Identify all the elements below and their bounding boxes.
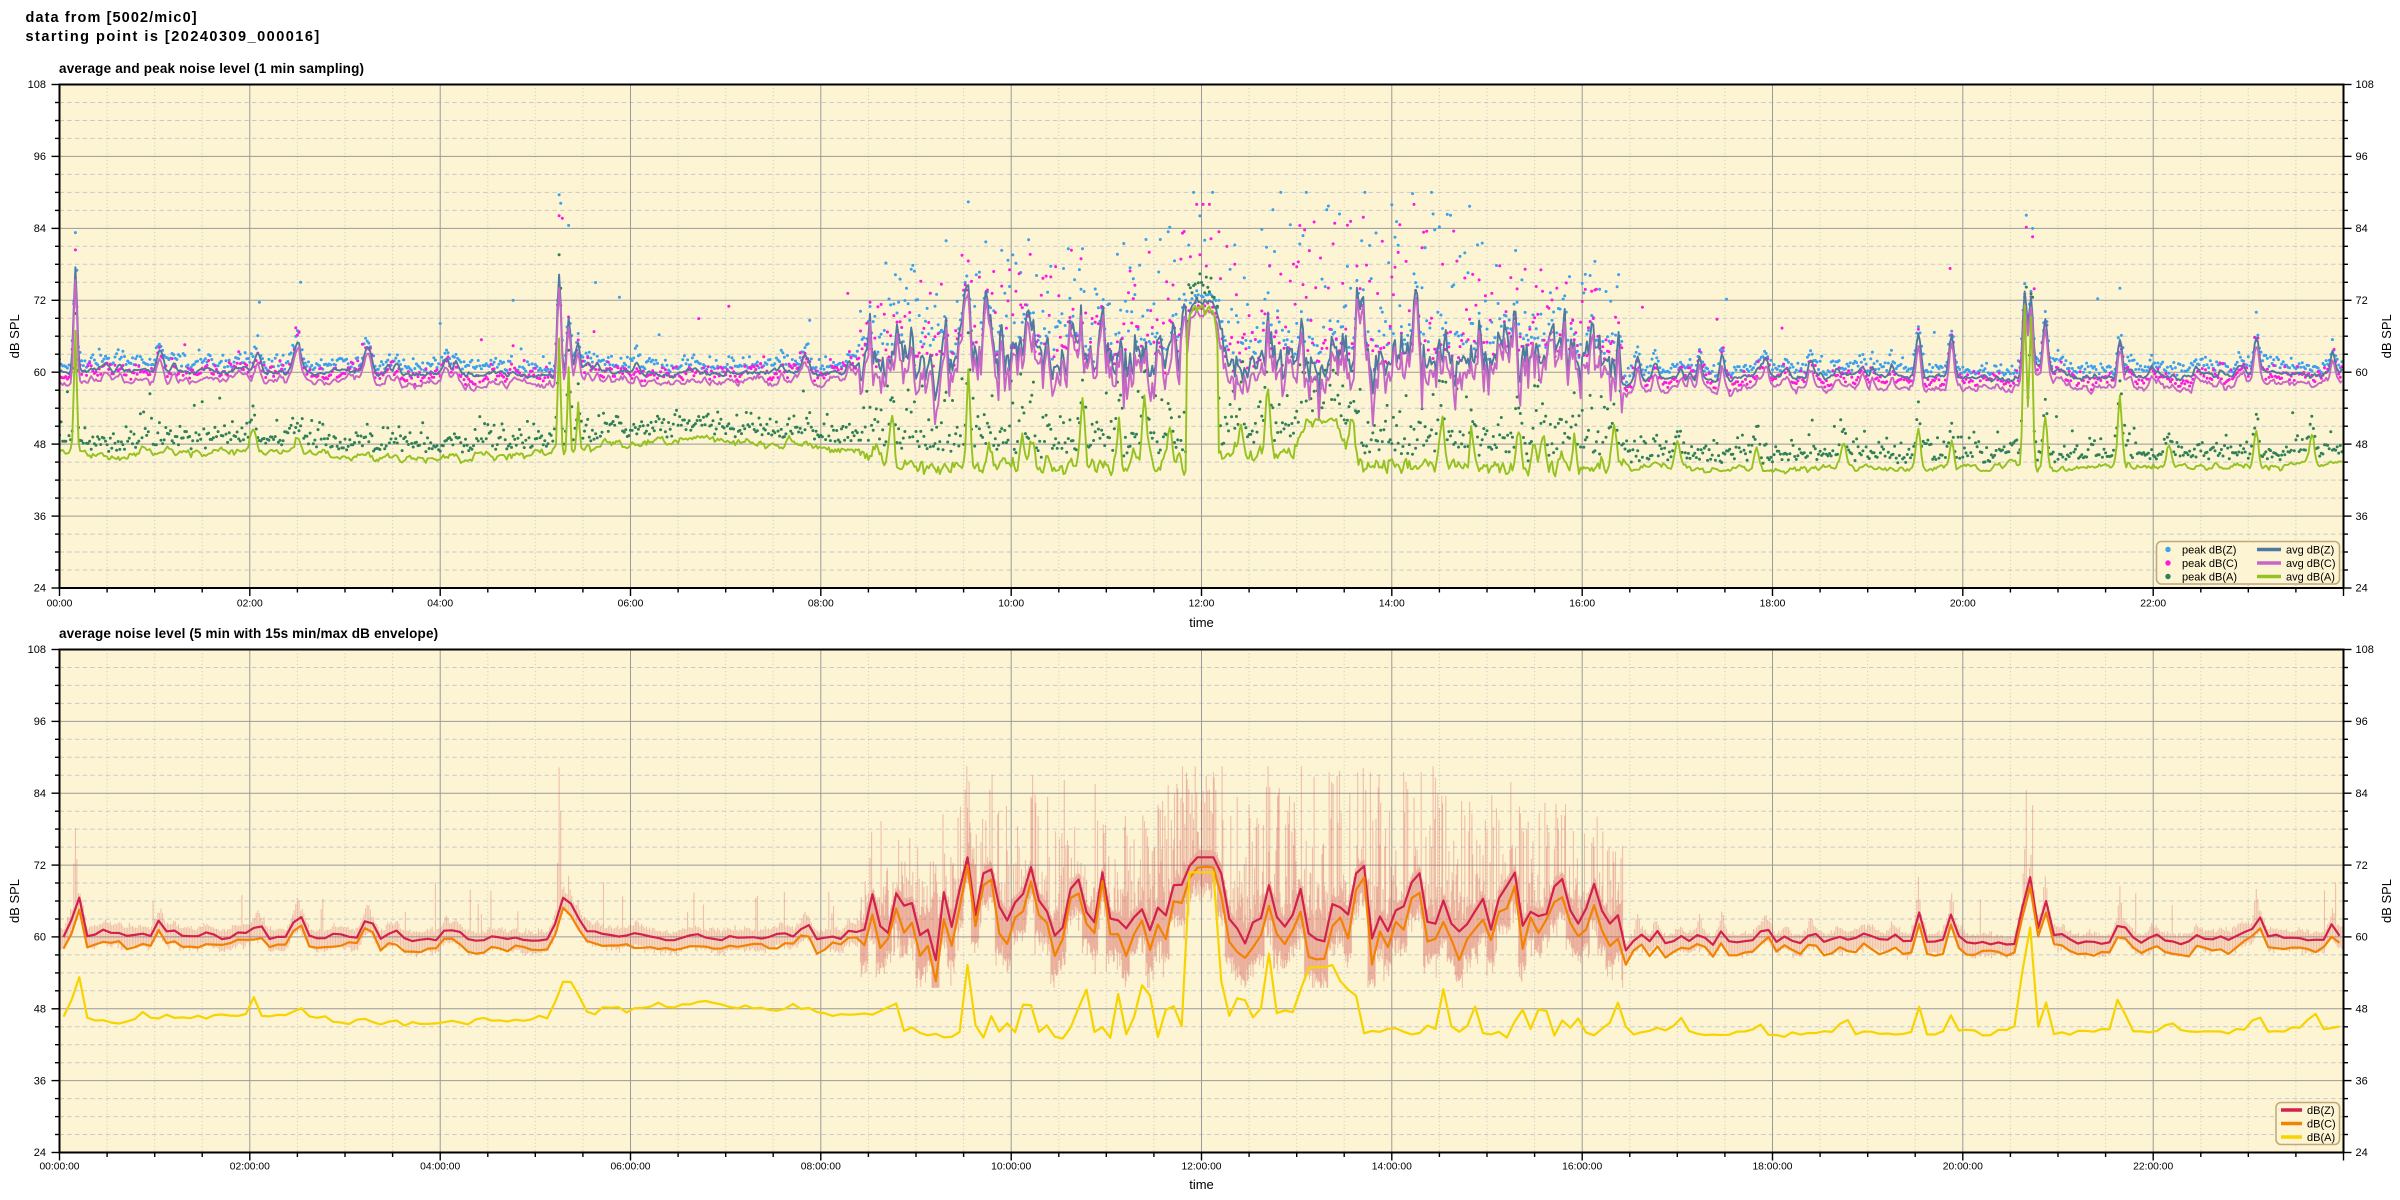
svg-text:108: 108 [28, 79, 46, 91]
svg-text:84: 84 [34, 223, 46, 235]
svg-text:dB SPL: dB SPL [7, 879, 22, 923]
svg-text:108: 108 [2356, 644, 2374, 656]
svg-text:24: 24 [2356, 1147, 2368, 1159]
svg-text:24: 24 [34, 583, 46, 595]
svg-text:36: 36 [34, 511, 46, 523]
svg-text:18:00: 18:00 [1760, 599, 1786, 610]
svg-text:48: 48 [34, 1004, 46, 1016]
svg-text:24: 24 [2356, 583, 2368, 595]
svg-text:72: 72 [34, 295, 46, 307]
svg-text:08:00:00: 08:00:00 [801, 1161, 841, 1172]
svg-text:84: 84 [2356, 788, 2368, 800]
svg-text:10:00:00: 10:00:00 [991, 1161, 1031, 1172]
svg-text:14:00: 14:00 [1379, 599, 1405, 610]
svg-text:14:00:00: 14:00:00 [1372, 1161, 1412, 1172]
svg-text:16:00:00: 16:00:00 [1562, 1161, 1602, 1172]
svg-text:08:00: 08:00 [808, 599, 834, 610]
svg-text:peak dB(Z): peak dB(Z) [2182, 545, 2236, 557]
svg-text:22:00: 22:00 [2140, 599, 2166, 610]
svg-text:60: 60 [34, 367, 46, 379]
svg-text:60: 60 [2356, 367, 2368, 379]
svg-text:time: time [1189, 615, 1214, 630]
svg-text:data from [5002/mic0]: data from [5002/mic0] [26, 10, 198, 26]
svg-text:48: 48 [2356, 439, 2368, 451]
svg-text:72: 72 [2356, 295, 2368, 307]
svg-text:10:00: 10:00 [998, 599, 1024, 610]
svg-text:06:00:00: 06:00:00 [610, 1161, 650, 1172]
svg-text:dB SPL: dB SPL [2379, 879, 2394, 923]
svg-text:60: 60 [34, 932, 46, 944]
svg-text:dB SPL: dB SPL [7, 314, 22, 358]
svg-text:average noise level (5 min wit: average noise level (5 min with 15s min/… [59, 626, 438, 641]
svg-text:starting point is [20240309_00: starting point is [20240309_000016] [26, 29, 321, 45]
svg-text:00:00:00: 00:00:00 [39, 1161, 79, 1172]
svg-text:20:00:00: 20:00:00 [1943, 1161, 1983, 1172]
svg-text:72: 72 [2356, 860, 2368, 872]
svg-text:48: 48 [2356, 1004, 2368, 1016]
svg-text:24: 24 [34, 1147, 46, 1159]
svg-text:02:00:00: 02:00:00 [230, 1161, 270, 1172]
svg-text:dB(A): dB(A) [2307, 1132, 2335, 1144]
svg-text:06:00: 06:00 [618, 599, 644, 610]
svg-text:20:00: 20:00 [1950, 599, 1976, 610]
svg-text:02:00: 02:00 [237, 599, 263, 610]
svg-text:36: 36 [2356, 1075, 2368, 1087]
svg-text:60: 60 [2356, 932, 2368, 944]
svg-text:dB(C): dB(C) [2307, 1119, 2336, 1131]
svg-text:96: 96 [34, 151, 46, 163]
svg-text:36: 36 [34, 1075, 46, 1087]
svg-text:04:00:00: 04:00:00 [420, 1161, 460, 1172]
svg-text:00:00: 00:00 [47, 599, 73, 610]
svg-text:16:00: 16:00 [1569, 599, 1595, 610]
svg-text:96: 96 [2356, 151, 2368, 163]
svg-text:04:00: 04:00 [427, 599, 453, 610]
svg-text:avg dB(A): avg dB(A) [2286, 572, 2335, 584]
svg-text:12:00:00: 12:00:00 [1181, 1161, 1221, 1172]
svg-text:96: 96 [2356, 716, 2368, 728]
svg-text:dB SPL: dB SPL [2379, 314, 2394, 358]
svg-text:avg dB(Z): avg dB(Z) [2286, 545, 2334, 557]
svg-text:peak dB(C): peak dB(C) [2182, 558, 2238, 570]
svg-text:18:00:00: 18:00:00 [1752, 1161, 1792, 1172]
svg-text:108: 108 [2356, 79, 2374, 91]
svg-text:48: 48 [34, 439, 46, 451]
svg-text:84: 84 [2356, 223, 2368, 235]
svg-text:84: 84 [34, 788, 46, 800]
svg-text:peak dB(A): peak dB(A) [2182, 572, 2237, 584]
svg-text:time: time [1189, 1177, 1214, 1192]
svg-text:108: 108 [28, 644, 46, 656]
svg-text:dB(Z): dB(Z) [2307, 1105, 2335, 1117]
svg-text:22:00:00: 22:00:00 [2133, 1161, 2173, 1172]
svg-text:72: 72 [34, 860, 46, 872]
svg-text:avg dB(C): avg dB(C) [2286, 558, 2336, 570]
svg-text:12:00: 12:00 [1189, 599, 1215, 610]
svg-text:average and peak noise level (: average and peak noise level (1 min samp… [59, 61, 364, 76]
svg-text:36: 36 [2356, 511, 2368, 523]
svg-text:96: 96 [34, 716, 46, 728]
